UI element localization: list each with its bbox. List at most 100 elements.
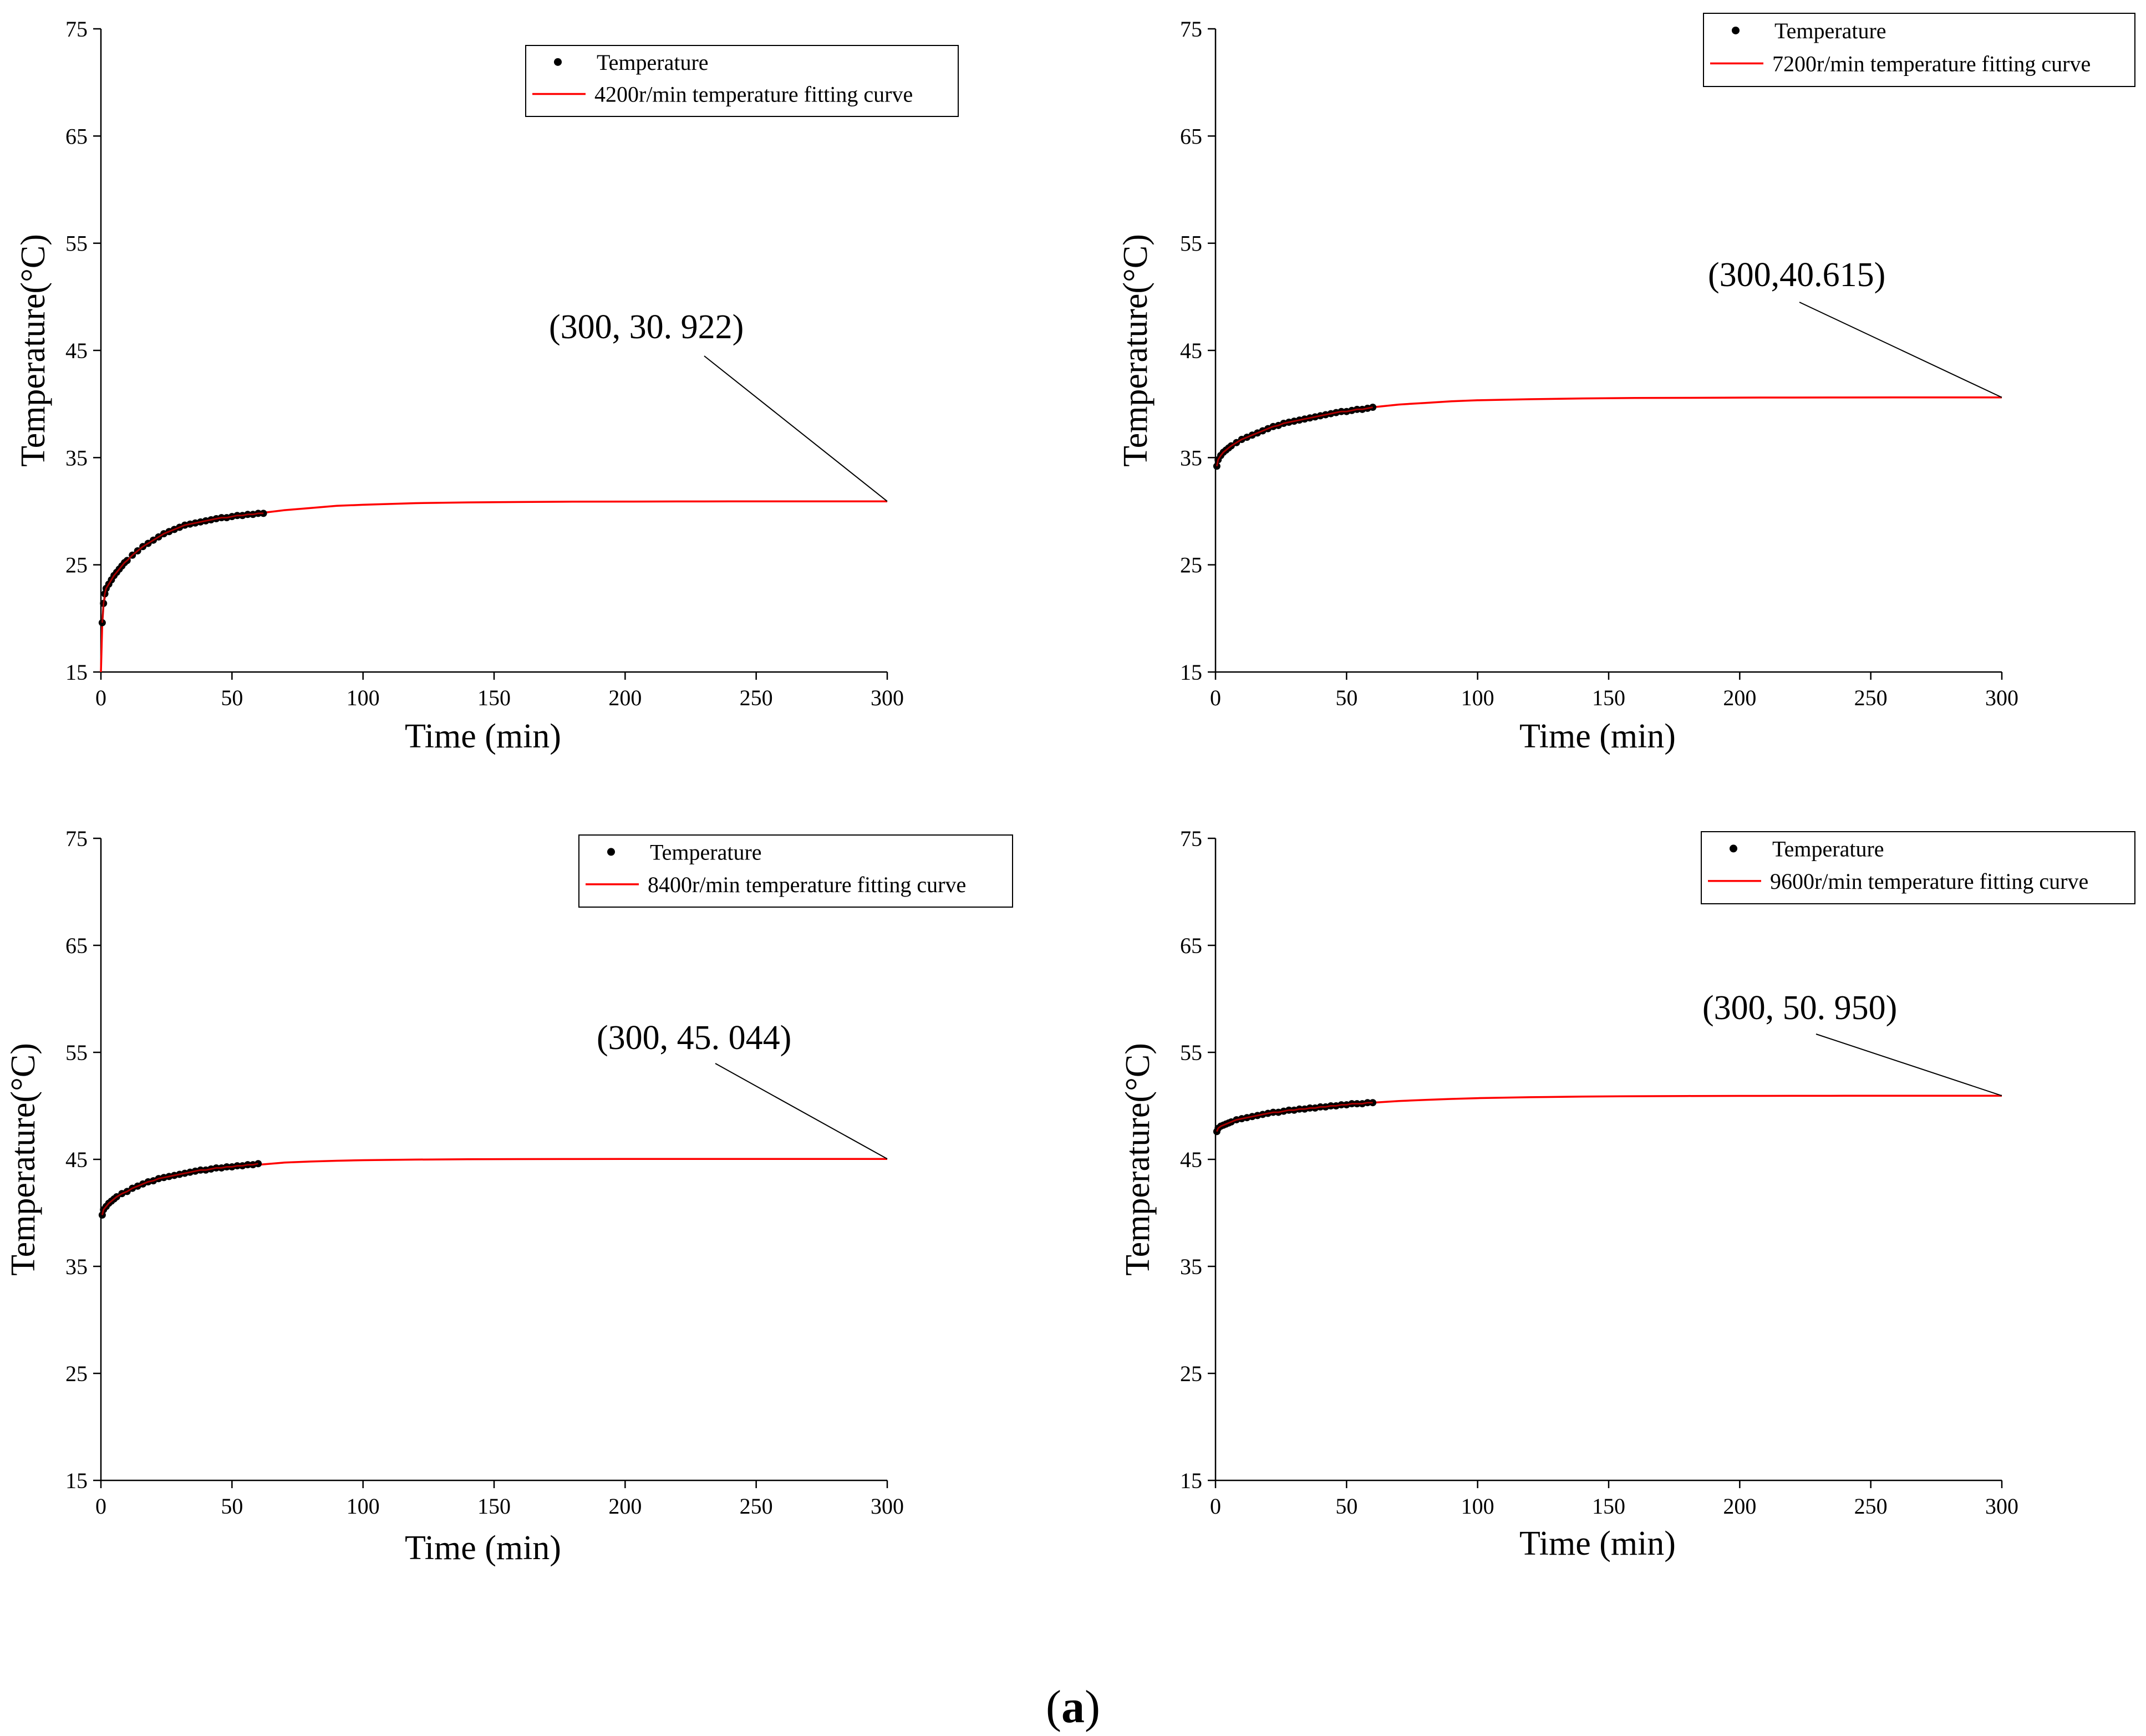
x-tick-label: 200	[608, 1494, 642, 1519]
chart-panel-top-right: 15 25 35 45 55 65 75 0 50 100 150 200 250 300 Time (mi…	[1117, 13, 2135, 755]
annotation-leader-line	[704, 356, 887, 501]
x-tick-label: 50	[1335, 1494, 1357, 1519]
y-tick-label: 45	[65, 338, 88, 363]
y-tick-label: 75	[65, 826, 88, 851]
x-tick-label: 100	[347, 1494, 380, 1519]
legend: Temperature 9600r/min temperature fitting…	[1701, 832, 2135, 904]
y-tick-label: 35	[65, 445, 88, 470]
x-tick-label: 100	[347, 685, 380, 710]
y-tick-label: 65	[65, 124, 88, 149]
y-tick-label: 15	[1180, 1468, 1202, 1493]
legend-label-fitting-curve: 9600r/min temperature fitting curve	[1770, 869, 2088, 894]
y-tick-label: 15	[65, 660, 88, 685]
x-tick-label: 300	[1985, 685, 2018, 710]
chart-panel-bottom-left: 15 25 35 45 55 65 75 0 50 100 150 200 250 300 Time (mi…	[4, 826, 1013, 1567]
x-tick-label: 150	[477, 1494, 511, 1519]
x-tick-label: 50	[221, 685, 243, 710]
x-tick-label: 250	[1854, 685, 1888, 710]
x-tick-label: 100	[1461, 685, 1494, 710]
legend-marker-point	[554, 58, 562, 66]
y-tick-label: 25	[1180, 553, 1202, 578]
y-tick-label: 35	[65, 1254, 88, 1279]
x-tick-label: 200	[1723, 685, 1756, 710]
panel-label: (a)	[0, 1680, 2146, 1734]
y-tick-label: 35	[1180, 1254, 1202, 1279]
legend: Temperature 4200r/min temperature fitting…	[526, 45, 958, 116]
x-tick-label: 0	[1210, 1494, 1221, 1519]
legend-label-temperature: Temperature	[1774, 18, 1886, 43]
y-axis-title: Temperature(°C)	[14, 234, 52, 467]
annotation-leader-line	[715, 1063, 887, 1159]
x-axis-title: Time (min)	[405, 1529, 561, 1567]
legend: Temperature 7200r/min temperature fitting…	[1703, 13, 2135, 86]
legend-label-temperature: Temperature	[650, 839, 762, 864]
y-tick-label: 15	[1180, 660, 1202, 685]
panel-label-close: )	[1085, 1681, 1100, 1733]
y-tick-label: 55	[65, 1040, 88, 1065]
x-axis-title: Time (min)	[1519, 717, 1676, 755]
legend-label-fitting-curve: 4200r/min temperature fitting curve	[594, 82, 913, 106]
y-tick-label: 45	[1180, 1147, 1202, 1172]
y-tick-label: 45	[1180, 338, 1202, 363]
y-tick-label: 25	[1180, 1361, 1202, 1386]
y-tick-label: 65	[65, 933, 88, 958]
legend-label-temperature: Temperature	[597, 50, 709, 75]
x-tick-label: 50	[221, 1494, 243, 1519]
y-tick-label: 55	[1180, 231, 1202, 256]
x-tick-label: 250	[1854, 1494, 1888, 1519]
y-axis-title: Temperature(°C)	[1119, 1043, 1157, 1276]
y-tick-label: 75	[65, 17, 88, 42]
panel-label-letter: a	[1061, 1681, 1085, 1733]
figure-canvas: 152535455565750 50 100 150 200 250 300Time (mi…	[0, 0, 2146, 1736]
y-tick-label: 25	[65, 1361, 88, 1386]
y-tick-label: 75	[1180, 17, 1202, 42]
legend-label-fitting-curve: 8400r/min temperature fitting curve	[648, 872, 966, 897]
x-tick-label: 0	[1210, 685, 1221, 710]
legend-marker-point	[607, 848, 615, 856]
fitting-curve-line	[1216, 1096, 2002, 1134]
annotation-label: (300, 30. 922)	[549, 308, 744, 346]
annotation-label: (300,40.615)	[1708, 256, 1885, 294]
y-axis-title: Temperature(°C)	[1117, 234, 1155, 467]
y-tick-label: 55	[65, 231, 88, 256]
y-tick-label: 45	[65, 1147, 88, 1172]
y-tick-label: 15	[65, 1468, 88, 1493]
x-tick-label: 300	[871, 1494, 904, 1519]
chart-panel-top-left: 15 25 35 45 55 65 75 0 50 100 150 200 250 300 Time (mi…	[14, 17, 958, 755]
point-overlay-line	[102, 513, 263, 623]
legend: Temperature 8400r/min temperature fitting…	[579, 835, 1013, 907]
y-axis-title: Temperature(°C)	[4, 1043, 42, 1276]
x-tick-label: 250	[740, 1494, 773, 1519]
chart-panel-bottom-right: 15 25 35 45 55 65 75 0 50 100 150 200 250 300 Time (mi…	[1119, 826, 2135, 1562]
y-tick-label: 65	[1180, 933, 1202, 958]
legend-marker-point	[1732, 27, 1740, 34]
legend-marker-point	[1730, 844, 1737, 852]
x-tick-label: 100	[1461, 1494, 1494, 1519]
x-tick-label: 150	[1592, 1494, 1625, 1519]
x-tick-label: 150	[1592, 685, 1625, 710]
x-axis-title: Time (min)	[405, 717, 561, 755]
x-tick-label: 250	[740, 685, 773, 710]
y-tick-label: 65	[1180, 124, 1202, 149]
annotation-label: (300, 50. 950)	[1702, 989, 1897, 1027]
x-tick-label: 50	[1335, 685, 1357, 710]
x-tick-label: 300	[871, 685, 904, 710]
annotation-label: (300, 45. 044)	[597, 1019, 791, 1057]
annotation-leader-line	[1799, 302, 2002, 398]
y-tick-label: 75	[1180, 826, 1202, 851]
legend-label-temperature: Temperature	[1772, 836, 1884, 861]
x-axis-title: Time (min)	[1519, 1525, 1676, 1562]
panel-label-open: (	[1046, 1681, 1061, 1733]
y-tick-label: 25	[65, 553, 88, 578]
annotation-leader-line	[1816, 1034, 2002, 1096]
x-tick-label: 150	[477, 685, 511, 710]
x-tick-label: 200	[1723, 1494, 1756, 1519]
y-tick-label: 35	[1180, 445, 1202, 470]
y-tick-label: 55	[1180, 1040, 1202, 1065]
x-tick-label: 0	[95, 1494, 106, 1519]
x-tick-label: 0	[95, 685, 106, 710]
x-tick-label: 300	[1985, 1494, 2018, 1519]
fitting-curve-line	[101, 501, 887, 672]
x-tick-label: 200	[608, 685, 642, 710]
fitting-curve-line	[1216, 398, 2002, 469]
